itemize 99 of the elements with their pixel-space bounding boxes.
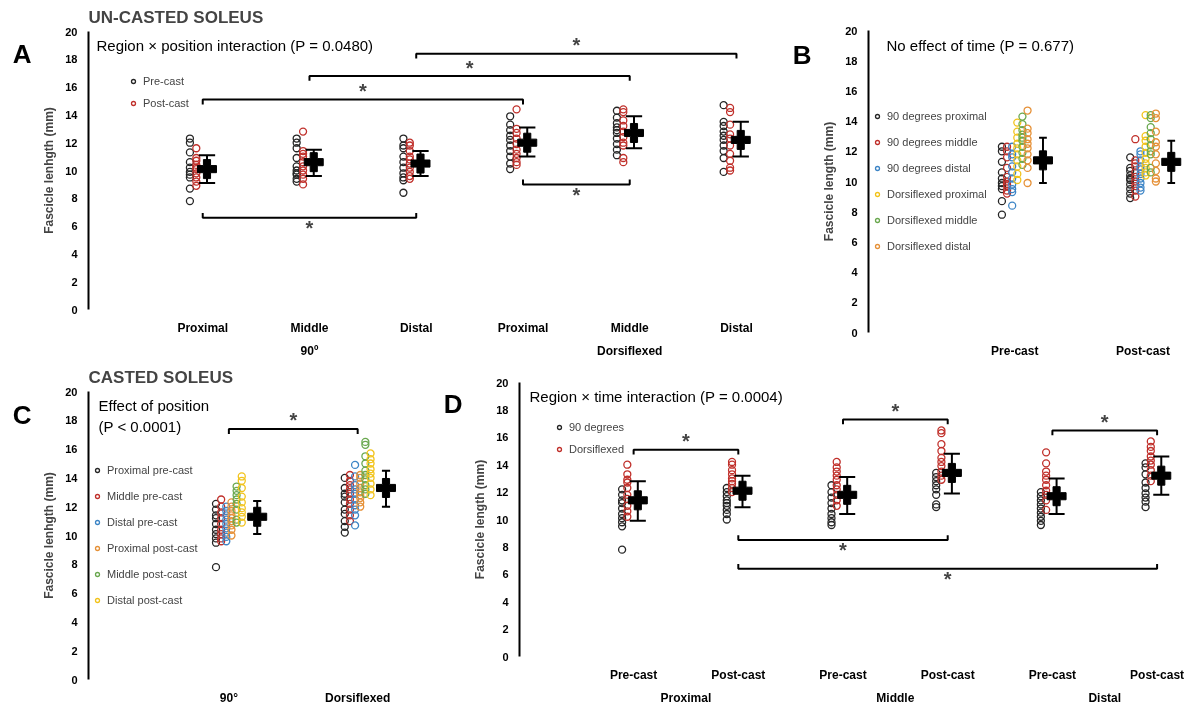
y-tick-label: 16	[65, 443, 78, 456]
y-tick-label: 0	[71, 303, 78, 316]
annotation: *	[572, 34, 581, 57]
y-tick-label: 20	[65, 385, 78, 398]
y-tick-label: 8	[71, 558, 78, 571]
annotation: *	[1100, 411, 1109, 434]
y-tick-label: 4	[71, 247, 79, 260]
legend-label: 90 degrees proximal	[887, 110, 987, 122]
x-tick-label: Pre-cast	[1028, 667, 1077, 682]
legend-label: 90 degrees	[569, 421, 625, 433]
legend-label: Distal pre-cast	[107, 516, 178, 528]
x-tick-label: Middle	[610, 320, 650, 335]
y-tick-label: 18	[496, 403, 509, 416]
y-tick-label: 20	[496, 376, 509, 389]
legend-label: Dorsiflexed middle	[887, 214, 978, 226]
y-tick-label: 10	[65, 164, 78, 177]
annotation: *	[572, 183, 581, 206]
y-axis-title: Fascicle length (mm)	[473, 459, 488, 580]
legend-label: Distal post-cast	[107, 594, 183, 606]
y-tick-label: 8	[851, 205, 858, 218]
y-tick-label: 16	[496, 431, 509, 444]
x-tick-label: Post-cast	[1130, 667, 1185, 682]
text: C	[12, 399, 32, 430]
y-tick-label: 6	[71, 587, 78, 600]
text: D	[443, 389, 463, 420]
y-tick-label: 6	[851, 235, 858, 248]
annotation: *	[305, 217, 314, 240]
y-tick-label: 0	[851, 326, 858, 339]
y-tick-label: 0	[502, 650, 509, 663]
annotation: *	[891, 400, 900, 423]
legend-label: Post-cast	[143, 97, 189, 109]
y-tick-label: 14	[65, 471, 79, 484]
annotation: *	[289, 409, 298, 432]
y-tick-label: 2	[851, 296, 858, 309]
y-tick-label: 18	[65, 414, 78, 427]
legend-label: Pre-cast	[143, 75, 184, 87]
legend-label: 90 degrees distal	[887, 162, 971, 174]
chart-subtitle: Region × time interaction (P = 0.0004)	[529, 387, 783, 405]
chart-title: UN-CASTED SOLEUS	[88, 7, 264, 27]
x-tick-label: Pre-cast	[819, 667, 867, 682]
y-tick-label: 0	[71, 673, 78, 686]
y-axis-title: Fascicle lenhgth (mm)	[42, 107, 57, 234]
chart-subtitle: Region × position interaction (P = 0.0480)	[96, 37, 374, 55]
y-tick-label: 20	[845, 24, 858, 37]
y-tick-label: 2	[71, 644, 78, 657]
y-tick-label: 20	[65, 25, 78, 38]
text: 90º	[300, 343, 319, 358]
legend-label: Middle post-cast	[107, 568, 188, 580]
y-tick-label: 12	[845, 145, 858, 158]
y-tick-label: 18	[845, 54, 858, 67]
x-tick-label: 90°	[219, 690, 239, 705]
annotation: *	[358, 80, 367, 103]
text: A	[12, 38, 32, 69]
legend-label: Dorsiflexed proximal	[887, 188, 987, 200]
y-tick-label: 12	[496, 486, 509, 499]
y-tick-label: 10	[845, 175, 858, 188]
y-axis-title: Fascicle length (mm)	[822, 121, 837, 242]
y-tick-label: 16	[845, 84, 858, 97]
y-tick-label: 6	[71, 220, 78, 233]
text: Effect of position (P < 0.0001)	[98, 397, 210, 435]
y-tick-label: 16	[65, 81, 78, 94]
x-tick-label: Distal	[399, 320, 433, 335]
y-tick-label: 14	[65, 108, 79, 121]
annotation: *	[682, 430, 691, 453]
y-tick-label: 8	[502, 540, 509, 553]
x-tick-label: Post-cast	[920, 667, 975, 682]
x-tick-label: Proximal	[497, 320, 549, 335]
y-tick-label: 6	[502, 568, 509, 581]
y-tick-label: 8	[71, 192, 78, 205]
x-tick-label: Post-cast	[711, 667, 766, 682]
y-tick-label: 10	[65, 529, 78, 542]
y-tick-label: 14	[845, 115, 859, 128]
y-tick-label: 12	[65, 500, 78, 513]
legend-label: Dorsiflexed	[569, 443, 625, 455]
x-tick-label: Middle	[290, 320, 329, 335]
y-tick-label: 4	[71, 615, 79, 628]
legend-label: Dorsiflexed distal	[887, 240, 971, 252]
annotation: *	[839, 539, 848, 562]
y-tick-label: 10	[496, 513, 509, 526]
y-tick-label: 2	[71, 275, 78, 288]
y-axis-title: Fascicle lenhgth (mm)	[42, 472, 57, 599]
y-tick-label: 4	[502, 595, 510, 608]
y-tick-label: 14	[496, 458, 510, 471]
legend-label: Proximal pre-cast	[107, 464, 193, 476]
annotation: *	[943, 568, 952, 591]
y-tick-label: 18	[65, 53, 78, 66]
annotation: *	[465, 56, 474, 79]
y-tick-label: 2	[502, 623, 509, 636]
x-tick-label: Proximal	[177, 320, 229, 335]
text: B	[792, 39, 812, 70]
legend-label: Proximal post-cast	[107, 542, 198, 554]
legend-label: 90 degrees middle	[887, 136, 978, 148]
y-tick-label: 4	[851, 266, 859, 279]
y-tick-label: 12	[65, 136, 78, 149]
legend-label: Middle pre-cast	[107, 490, 183, 502]
x-tick-label: Distal	[720, 320, 753, 335]
chart-subtitle: No effect of time (P = 0.677)	[886, 36, 1074, 54]
x-tick-label: Pre-cast	[609, 667, 658, 682]
chart-title: CASTED SOLEUS	[88, 367, 234, 387]
